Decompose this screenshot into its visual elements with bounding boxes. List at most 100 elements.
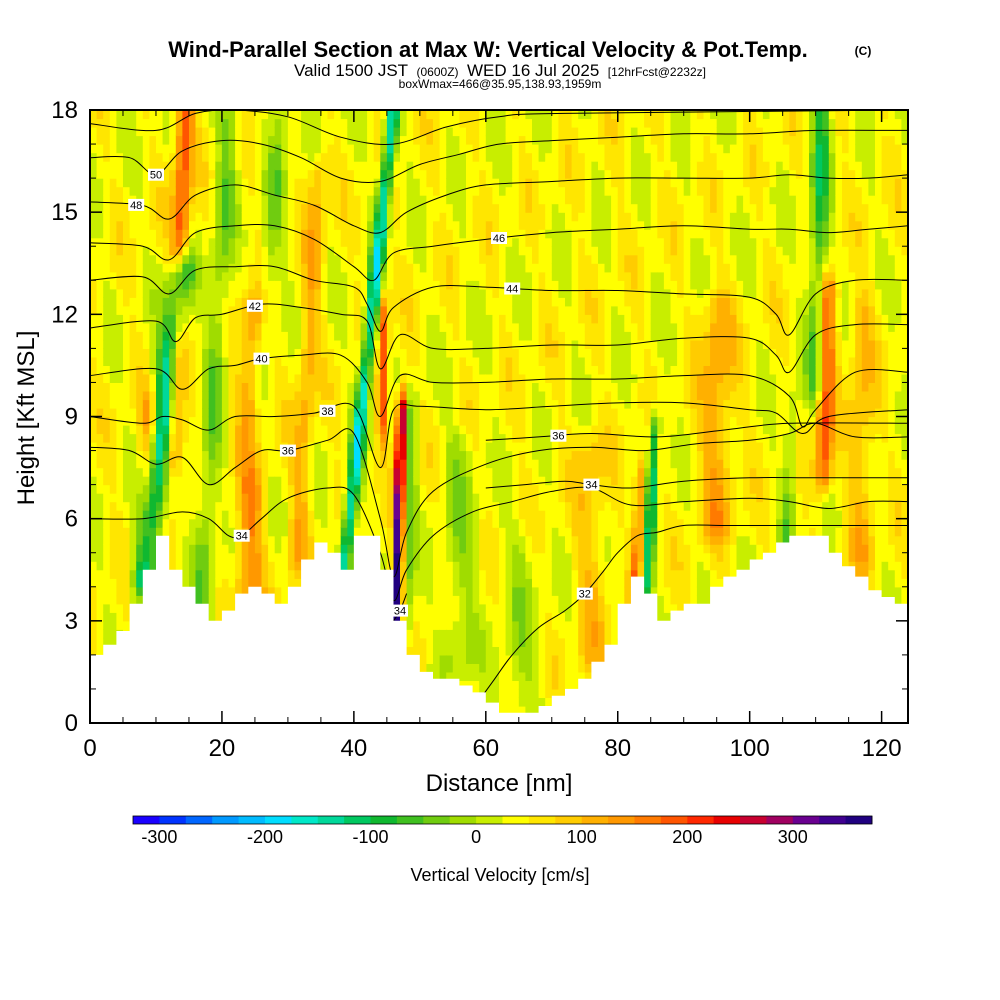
velocity-cell bbox=[90, 501, 98, 511]
velocity-cell bbox=[90, 254, 98, 264]
velocity-cell bbox=[446, 237, 454, 247]
velocity-cell bbox=[90, 229, 98, 239]
velocity-cell bbox=[274, 314, 282, 324]
velocity-cell bbox=[419, 161, 427, 171]
velocity-cell bbox=[466, 144, 474, 154]
velocity-cell bbox=[142, 135, 150, 145]
velocity-cell bbox=[472, 433, 480, 443]
velocity-cell bbox=[129, 399, 137, 409]
velocity-cell bbox=[129, 518, 137, 528]
velocity-cell bbox=[274, 442, 282, 452]
velocity-cell bbox=[307, 442, 315, 452]
velocity-cell bbox=[268, 425, 276, 435]
velocity-cell bbox=[373, 118, 381, 128]
velocity-cell bbox=[103, 135, 111, 145]
velocity-cell bbox=[221, 535, 230, 545]
velocity-cell bbox=[466, 110, 474, 120]
velocity-cell bbox=[532, 118, 540, 128]
velocity-cell bbox=[254, 373, 263, 383]
velocity-cell bbox=[320, 237, 329, 247]
velocity-cell bbox=[380, 110, 388, 120]
velocity-cell bbox=[499, 586, 507, 596]
velocity-cell bbox=[109, 144, 117, 154]
velocity-cell bbox=[156, 408, 164, 418]
velocity-cell bbox=[175, 254, 183, 264]
velocity-cell bbox=[386, 339, 395, 349]
velocity-cell bbox=[525, 254, 533, 264]
velocity-cell bbox=[426, 518, 434, 528]
velocity-cell bbox=[175, 186, 183, 196]
velocity-cell bbox=[123, 467, 131, 477]
velocity-cell bbox=[175, 459, 183, 469]
velocity-cell bbox=[307, 518, 315, 528]
velocity-cell bbox=[169, 178, 177, 188]
velocity-cell bbox=[169, 288, 177, 298]
velocity-cell bbox=[433, 288, 441, 298]
velocity-cell bbox=[360, 322, 368, 332]
velocity-cell bbox=[109, 212, 117, 222]
velocity-cell bbox=[400, 271, 408, 281]
velocity-cell bbox=[400, 365, 408, 375]
velocity-cell bbox=[228, 331, 236, 341]
velocity-cell bbox=[116, 186, 124, 196]
velocity-cell bbox=[208, 186, 216, 196]
velocity-cell bbox=[485, 518, 493, 528]
velocity-cell bbox=[538, 680, 546, 690]
velocity-cell bbox=[149, 254, 157, 264]
velocity-cell bbox=[162, 297, 170, 307]
velocity-cell bbox=[367, 425, 375, 435]
velocity-cell bbox=[466, 663, 474, 673]
velocity-cell bbox=[413, 484, 421, 494]
velocity-cell bbox=[373, 314, 381, 324]
velocity-cell bbox=[169, 467, 177, 477]
velocity-cell bbox=[109, 459, 117, 469]
velocity-cell bbox=[182, 535, 190, 545]
velocity-cell bbox=[90, 246, 98, 256]
velocity-cell bbox=[419, 459, 427, 469]
velocity-cell bbox=[268, 442, 276, 452]
velocity-cell bbox=[459, 135, 467, 145]
velocity-cell bbox=[228, 544, 236, 554]
velocity-cell bbox=[189, 305, 197, 315]
velocity-cell bbox=[347, 518, 355, 528]
velocity-cell bbox=[446, 399, 454, 409]
velocity-cell bbox=[400, 518, 408, 528]
velocity-cell bbox=[195, 178, 203, 188]
velocity-cell bbox=[439, 501, 447, 511]
velocity-cell bbox=[459, 152, 467, 162]
velocity-cell bbox=[129, 433, 137, 443]
velocity-cell bbox=[268, 280, 276, 290]
velocity-cell bbox=[538, 373, 546, 383]
velocity-cell bbox=[327, 527, 335, 537]
velocity-cell bbox=[518, 425, 526, 435]
velocity-cell bbox=[446, 331, 454, 341]
velocity-cell bbox=[518, 706, 526, 716]
velocity-cell bbox=[426, 135, 434, 145]
velocity-cell bbox=[413, 348, 421, 358]
velocity-cell bbox=[301, 433, 309, 443]
velocity-cell bbox=[353, 450, 362, 460]
velocity-cell bbox=[96, 399, 104, 409]
velocity-cell bbox=[518, 518, 526, 528]
velocity-cell bbox=[195, 212, 203, 222]
velocity-cell bbox=[169, 476, 177, 486]
velocity-cell bbox=[189, 518, 197, 528]
velocity-cell bbox=[545, 544, 553, 554]
velocity-cell bbox=[360, 510, 368, 520]
velocity-cell bbox=[386, 246, 395, 256]
velocity-cell bbox=[169, 246, 177, 256]
velocity-cell bbox=[109, 561, 117, 571]
velocity-cell bbox=[314, 501, 322, 511]
velocity-cell bbox=[347, 212, 355, 222]
velocity-cell bbox=[413, 586, 421, 596]
velocity-cell bbox=[419, 416, 427, 426]
velocity-cell bbox=[525, 620, 533, 630]
velocity-cell bbox=[446, 484, 454, 494]
velocity-cell bbox=[109, 527, 117, 537]
valid-date: WED 16 Jul 2025 bbox=[467, 61, 599, 80]
velocity-cell bbox=[228, 220, 236, 230]
velocity-cell bbox=[109, 510, 117, 520]
velocity-cell bbox=[512, 586, 520, 596]
velocity-cell bbox=[459, 331, 467, 341]
velocity-cell bbox=[380, 280, 388, 290]
